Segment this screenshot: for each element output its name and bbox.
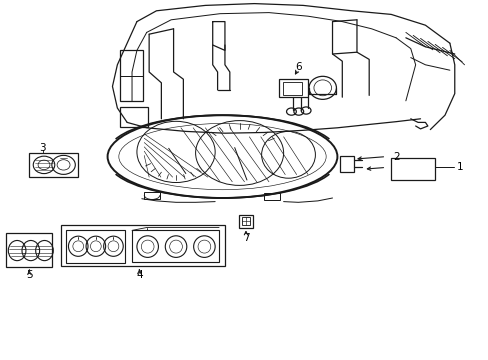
Bar <box>264 193 279 200</box>
Bar <box>238 215 253 228</box>
Bar <box>278 79 307 97</box>
Bar <box>29 153 78 177</box>
Bar <box>120 107 148 127</box>
Text: 4: 4 <box>136 270 142 280</box>
Bar <box>339 156 353 172</box>
Text: 7: 7 <box>242 233 249 243</box>
Bar <box>66 230 124 263</box>
Bar <box>144 192 160 199</box>
Text: 5: 5 <box>26 270 33 280</box>
Bar <box>241 217 250 225</box>
Text: 2: 2 <box>392 152 399 162</box>
Bar <box>120 50 143 101</box>
Bar <box>6 233 52 267</box>
Bar <box>132 230 219 262</box>
Bar <box>61 225 224 266</box>
Bar <box>390 158 434 180</box>
Text: 3: 3 <box>39 143 46 153</box>
Text: 1: 1 <box>455 162 462 172</box>
Bar <box>282 82 302 95</box>
Text: 6: 6 <box>294 62 301 72</box>
